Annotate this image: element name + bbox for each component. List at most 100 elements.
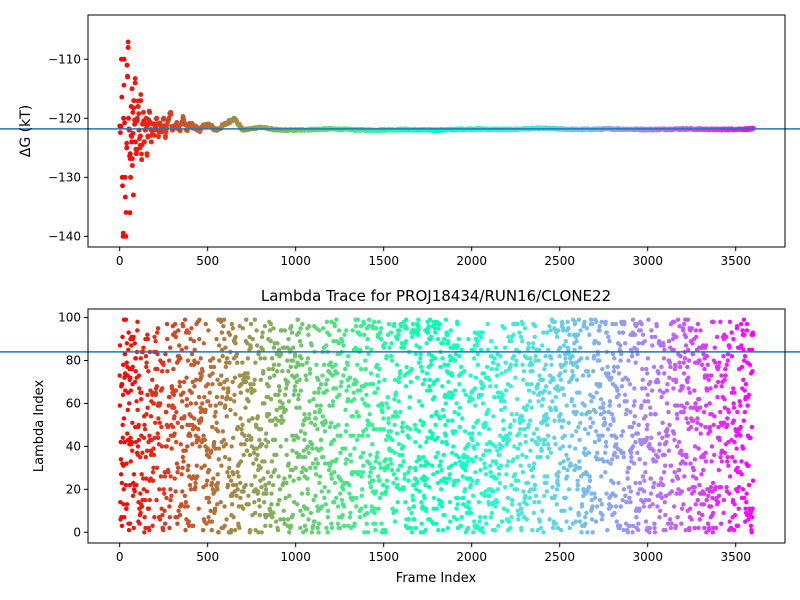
lambda-point [169, 493, 174, 498]
lambda-point [644, 371, 650, 376]
lambda-point [153, 420, 158, 425]
lambda-point [286, 461, 291, 466]
lambda-point [135, 444, 141, 449]
lambda-point [413, 467, 418, 473]
lambda-point [419, 403, 425, 408]
delta-g-point [146, 108, 152, 114]
lambda-point [435, 450, 440, 456]
lambda-point [156, 416, 161, 421]
lambda-point [727, 474, 733, 479]
lambda-point [445, 362, 451, 368]
lambda-point [290, 358, 296, 363]
lambda-point [354, 409, 359, 415]
lambda-point [348, 452, 353, 458]
lambda-point [253, 360, 258, 365]
lambda-point [510, 497, 515, 503]
lambda-point [128, 435, 133, 441]
lambda-point [575, 478, 580, 483]
lambda-point [699, 362, 705, 368]
lambda-point [716, 467, 722, 473]
lambda-point [586, 373, 591, 378]
lambda-point [197, 336, 202, 342]
lambda-point [213, 403, 218, 408]
lambda-point [329, 525, 335, 531]
lambda-point [455, 495, 461, 501]
lambda-point [578, 328, 583, 333]
lambda-point [358, 388, 363, 393]
lambda-point [681, 371, 687, 376]
lambda-point [150, 377, 155, 383]
lambda-point [138, 356, 144, 361]
lambda-point [324, 343, 329, 348]
lambda-point [172, 431, 177, 436]
lambda-point [270, 366, 276, 372]
lambda-point [432, 326, 438, 331]
lambda-point [242, 433, 247, 438]
lambda-point [718, 484, 724, 490]
delta-g-point [136, 136, 142, 142]
lambda-point [592, 439, 598, 445]
lambda-point [294, 405, 299, 410]
x-tick-label: 2500 [544, 254, 575, 268]
lambda-point [472, 446, 477, 451]
lambda-point [381, 482, 386, 488]
lambda-point [189, 390, 194, 395]
lambda-point [154, 384, 160, 389]
lambda-point [650, 502, 655, 507]
lambda-point [662, 500, 667, 505]
delta-g-panel: 0 500 1000 1500 2000 2500 3000 3500 −140−130−12… [0, 14, 800, 268]
lambda-point [174, 409, 179, 415]
lambda-point [121, 502, 126, 507]
lambda-point [422, 495, 427, 501]
lambda-point [239, 427, 244, 432]
lambda-point [499, 371, 504, 376]
lambda-point [463, 467, 468, 473]
lambda-point [500, 392, 506, 398]
lambda-point [389, 467, 395, 473]
lambda-point [698, 431, 703, 436]
lambda-point [687, 506, 693, 511]
lambda-point [433, 454, 438, 460]
lambda-point [143, 497, 148, 503]
lambda-point [238, 495, 243, 501]
lambda-point [439, 439, 445, 445]
x-tick-label: 1500 [368, 550, 399, 564]
lambda-point [455, 478, 461, 483]
lambda-point [716, 364, 721, 370]
lambda-point [333, 362, 338, 368]
lambda-point [558, 461, 563, 466]
lambda-point [297, 476, 302, 481]
lambda-point [291, 437, 297, 443]
lambda-point [167, 345, 173, 350]
lambda-point [731, 405, 737, 410]
lambda-point [271, 326, 276, 331]
lambda-point [592, 495, 598, 501]
lambda-point [429, 463, 435, 468]
lambda-point [447, 476, 452, 481]
lambda-point [629, 424, 635, 430]
lambda-point [202, 394, 207, 400]
lambda-point [223, 403, 228, 408]
lambda-point [261, 476, 266, 481]
lambda-point [454, 401, 459, 406]
lambda-point [568, 506, 573, 511]
lambda-point [246, 399, 251, 404]
lambda-point [267, 328, 273, 333]
lambda-point [124, 502, 130, 507]
delta-g-point [125, 115, 131, 121]
lambda-point [470, 431, 475, 436]
lambda-point [216, 530, 221, 535]
lambda-point [643, 386, 648, 391]
lambda-point [376, 379, 382, 385]
y-tick-label: −120 [48, 111, 81, 125]
lambda-point [259, 530, 264, 535]
lambda-point [181, 390, 186, 395]
lambda-point [122, 351, 128, 357]
lambda-point [245, 341, 250, 346]
lambda-point [738, 433, 743, 438]
lambda-point [618, 343, 623, 348]
lambda-point [737, 399, 742, 404]
lambda-point [665, 433, 670, 438]
lambda-point [162, 508, 167, 513]
lambda-point [667, 517, 673, 522]
